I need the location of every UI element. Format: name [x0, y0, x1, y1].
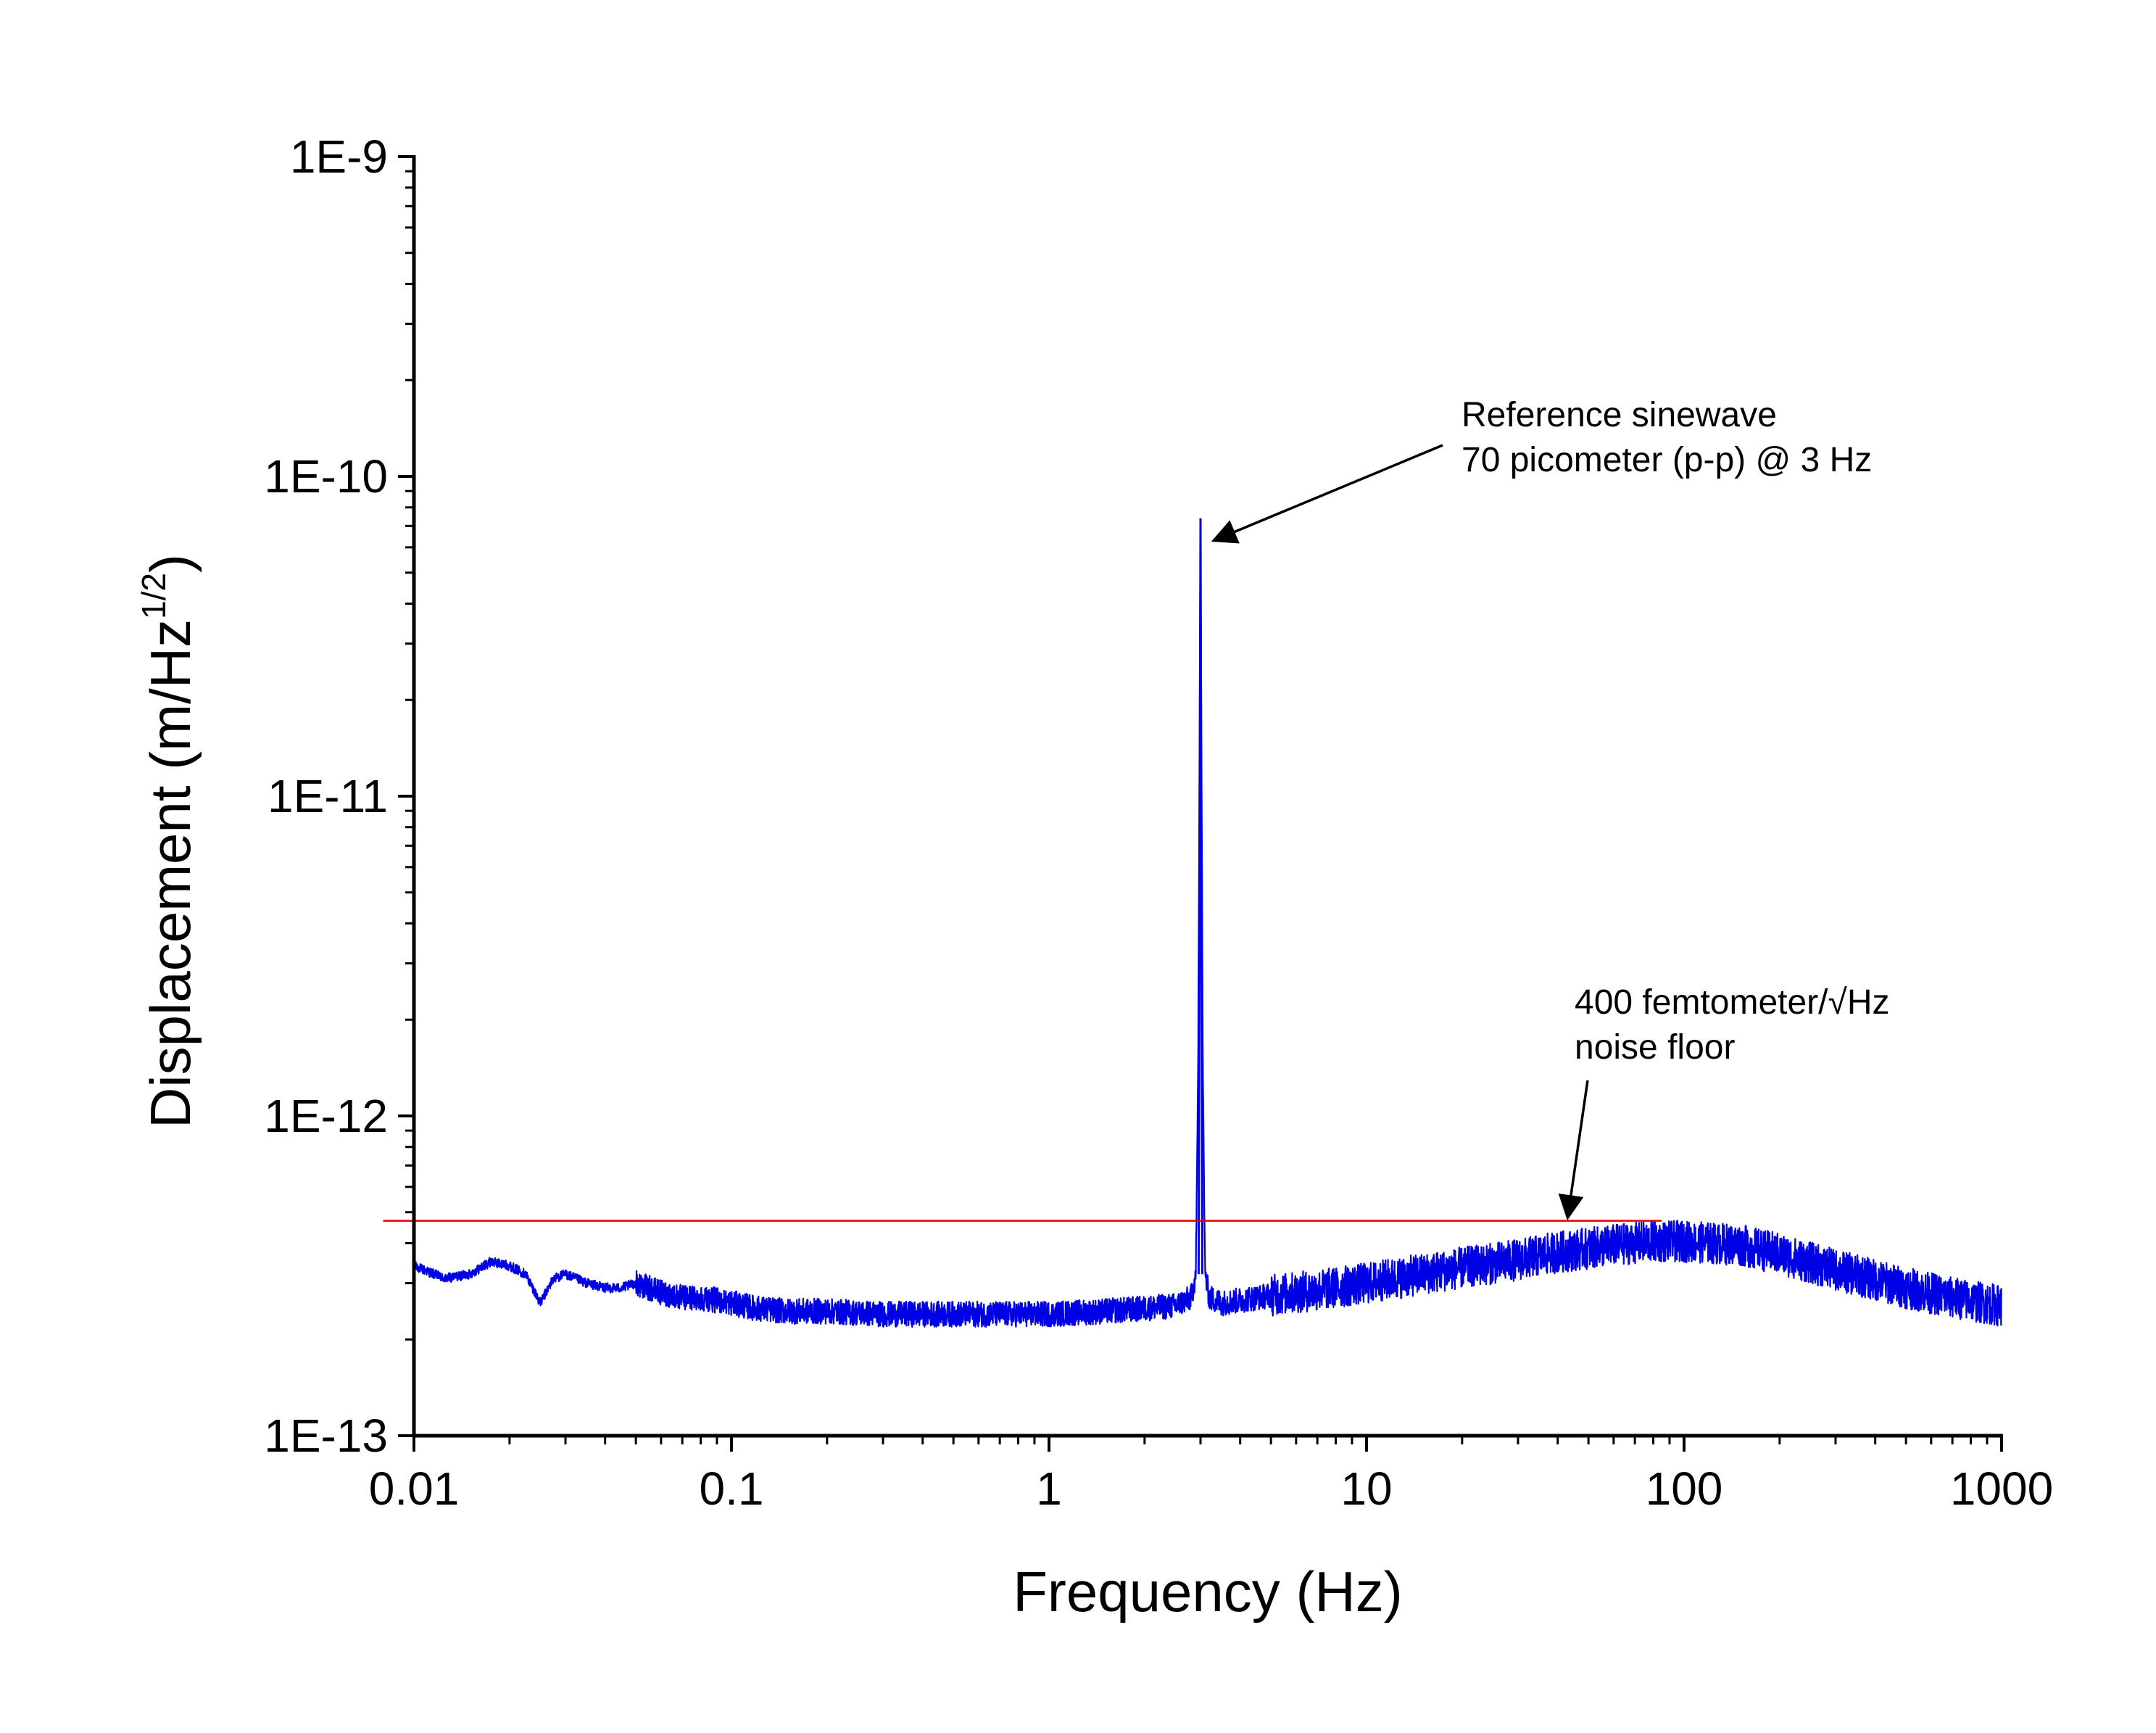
x-axis-title: Frequency (Hz)	[1013, 1560, 1402, 1624]
annotation-line: noise floor	[1575, 1028, 1735, 1067]
y-axis-title-end: )	[138, 554, 202, 573]
x-tick-label: 10	[1340, 1463, 1392, 1515]
annotation-arrow	[1558, 1080, 1589, 1221]
axes: 0.01 0.1 1 10 100 1000 1E-13 1E-12 1E-11 1E-10 1E-…	[264, 131, 2053, 1515]
annotation-line: 70 picometer (p-p) @ 3 Hz	[1461, 441, 1872, 479]
annotation-text: 400 femtometer/√Hz noise floor	[1575, 983, 1890, 1067]
annotation-line: 400 femtometer/√Hz	[1575, 983, 1890, 1022]
annotations: Reference sinewave 70 picometer (p-p) @ 3…	[1211, 396, 1890, 1221]
y-axis-title-main: Displacement (m/Hz	[138, 619, 202, 1128]
annotation-line: Reference sinewave	[1461, 396, 1777, 434]
x-tick-label: 1000	[1950, 1463, 2053, 1515]
y-axis-title-superscript: 1/2	[135, 573, 173, 619]
x-tick-label: 100	[1646, 1463, 1723, 1515]
y-tick-label: 1E-13	[264, 1410, 388, 1462]
spectrum-line	[412, 545, 2002, 1328]
y-tick-label: 1E-9	[290, 131, 388, 183]
x-tick-label: 0.01	[369, 1463, 460, 1515]
x-tick-label: 0.1	[700, 1463, 764, 1515]
x-tick-label: 1	[1036, 1463, 1062, 1515]
annotation-arrow	[1211, 444, 1443, 544]
y-tick-label: 1E-11	[268, 770, 388, 822]
spectrum-peak	[1197, 518, 1203, 1275]
y-axis-title: Displacement (m/Hz1/2)	[135, 554, 202, 1128]
plot-data-layer	[383, 518, 2002, 1328]
y-tick-label: 1E-10	[264, 450, 388, 502]
y-tick-label: 1E-12	[264, 1090, 388, 1142]
annotation-text: Reference sinewave 70 picometer (p-p) @ 3…	[1461, 396, 1872, 479]
